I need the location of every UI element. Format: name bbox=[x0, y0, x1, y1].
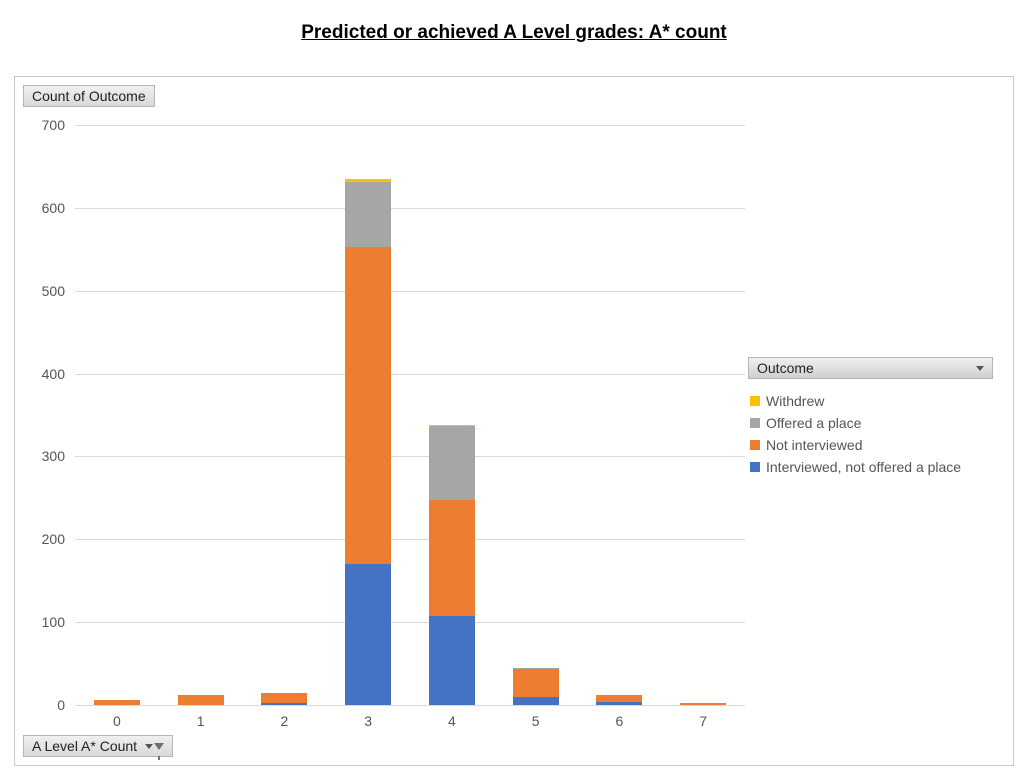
x-tick-label: 1 bbox=[197, 705, 205, 729]
bar bbox=[680, 703, 726, 705]
y-tick-label: 400 bbox=[35, 366, 75, 382]
bar-segment-interviewed_not_offered bbox=[261, 703, 307, 705]
value-field-button[interactable]: Count of Outcome bbox=[23, 85, 155, 107]
legend-swatch bbox=[750, 418, 760, 428]
legend-swatch bbox=[750, 396, 760, 406]
legend-label: Interviewed, not offered a place bbox=[766, 459, 961, 475]
bar bbox=[429, 425, 475, 705]
legend-items: Withdrew Offered a place Not interviewed In… bbox=[748, 379, 993, 489]
y-tick-label: 200 bbox=[35, 531, 75, 547]
legend-swatch bbox=[750, 462, 760, 472]
y-tick-label: 600 bbox=[35, 200, 75, 216]
x-tick-label: 7 bbox=[699, 705, 707, 729]
y-tick-label: 500 bbox=[35, 283, 75, 299]
chevron-down-icon bbox=[976, 366, 984, 371]
x-tick-label: 2 bbox=[280, 705, 288, 729]
bar-segment-interviewed_not_offered bbox=[513, 697, 559, 705]
bar-segment-offered bbox=[429, 426, 475, 500]
bar-segment-interviewed_not_offered bbox=[345, 564, 391, 705]
grid-line bbox=[75, 208, 745, 209]
legend-label: Offered a place bbox=[766, 415, 861, 431]
bar-segment-not_interviewed bbox=[345, 247, 391, 564]
bar bbox=[178, 695, 224, 705]
x-tick-label: 0 bbox=[113, 705, 121, 729]
legend-field-button[interactable]: Outcome bbox=[748, 357, 993, 379]
bar-segment-not_interviewed bbox=[596, 695, 642, 702]
bar bbox=[596, 695, 642, 705]
legend-swatch bbox=[750, 440, 760, 450]
chart-title: Predicted or achieved A Level grades: A*… bbox=[0, 22, 1028, 44]
legend-item[interactable]: Offered a place bbox=[750, 415, 991, 431]
bar bbox=[345, 179, 391, 705]
y-tick-label: 700 bbox=[35, 117, 75, 133]
bar-segment-not_interviewed bbox=[178, 695, 224, 705]
grid-line bbox=[75, 705, 745, 706]
grid-line bbox=[75, 125, 745, 126]
legend-item[interactable]: Not interviewed bbox=[750, 437, 991, 453]
x-tick-label: 4 bbox=[448, 705, 456, 729]
bar-segment-not_interviewed bbox=[513, 669, 559, 696]
bar-segment-not_interviewed bbox=[680, 703, 726, 705]
grid-line bbox=[75, 374, 745, 375]
x-tick-label: 3 bbox=[364, 705, 372, 729]
legend-item[interactable]: Withdrew bbox=[750, 393, 991, 409]
bar-segment-not_interviewed bbox=[261, 693, 307, 703]
grid-line bbox=[75, 291, 745, 292]
legend-label: Not interviewed bbox=[766, 437, 863, 453]
axis-field-label: A Level A* Count bbox=[32, 738, 137, 754]
bar bbox=[261, 693, 307, 705]
bar bbox=[513, 668, 559, 705]
chart-frame: Count of Outcome 01002003004005006007000… bbox=[14, 76, 1014, 766]
value-field-label: Count of Outcome bbox=[32, 88, 146, 104]
grid-line bbox=[75, 539, 745, 540]
plot-area: 010020030040050060070001234567 bbox=[75, 125, 745, 705]
grid-line bbox=[75, 622, 745, 623]
bar-segment-offered bbox=[345, 182, 391, 247]
legend-item[interactable]: Interviewed, not offered a place bbox=[750, 459, 991, 475]
axis-field-button[interactable]: A Level A* Count bbox=[23, 735, 173, 757]
x-tick-label: 6 bbox=[615, 705, 623, 729]
bar-segment-interviewed_not_offered bbox=[429, 616, 475, 705]
filter-icon bbox=[145, 743, 164, 750]
y-tick-label: 0 bbox=[35, 697, 75, 713]
legend: Outcome Withdrew Offered a place Not inter… bbox=[748, 357, 993, 489]
bar-segment-interviewed_not_offered bbox=[596, 702, 642, 705]
legend-title: Outcome bbox=[757, 360, 814, 376]
x-tick-label: 5 bbox=[532, 705, 540, 729]
bar-segment-not_interviewed bbox=[94, 700, 140, 705]
grid-line bbox=[75, 456, 745, 457]
bar-segment-not_interviewed bbox=[429, 500, 475, 616]
legend-label: Withdrew bbox=[766, 393, 824, 409]
y-tick-label: 300 bbox=[35, 448, 75, 464]
bar bbox=[94, 700, 140, 705]
y-tick-label: 100 bbox=[35, 614, 75, 630]
